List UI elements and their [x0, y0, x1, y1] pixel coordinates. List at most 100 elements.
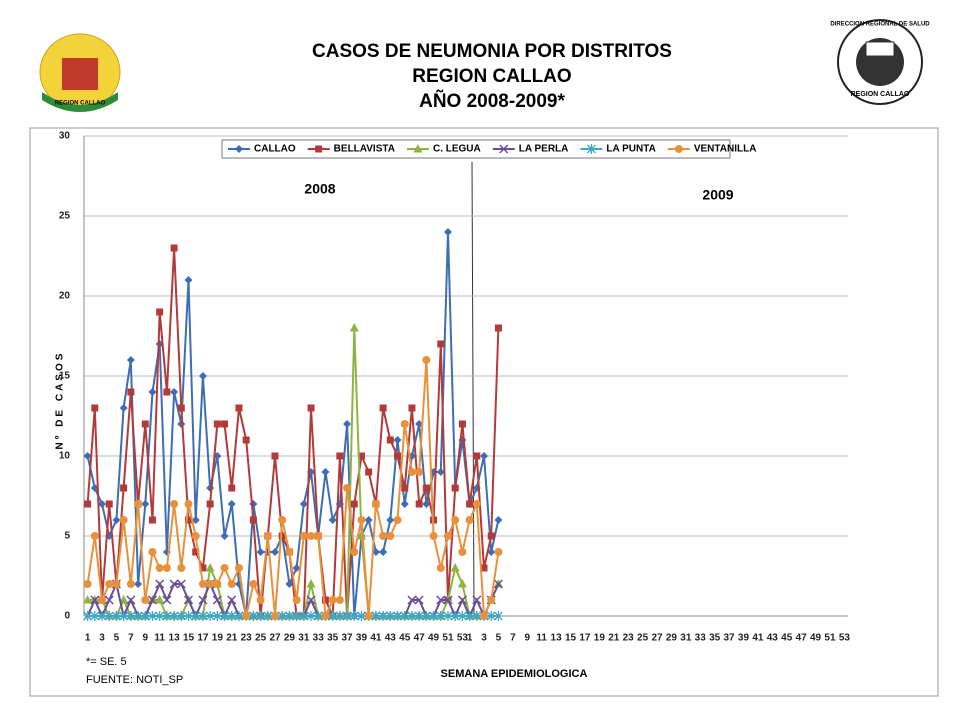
x-tick-label: 37: [342, 633, 354, 644]
marker: [84, 500, 92, 508]
x-tick-label: 23: [241, 633, 253, 644]
marker: [256, 548, 265, 556]
marker: [400, 420, 409, 428]
marker: [83, 580, 92, 588]
marker: [141, 596, 150, 604]
marker: [242, 612, 251, 620]
marker: [499, 144, 509, 154]
x-tick-label: 15: [183, 633, 195, 644]
logo-text: REGION CALLAO: [851, 91, 910, 98]
marker: [349, 323, 359, 332]
logo-text: REGION CALLAO: [55, 101, 106, 107]
marker: [415, 468, 424, 476]
marker: [227, 580, 236, 588]
marker: [119, 611, 129, 621]
x-axis-label: SEMANA EPIDEMIOLOGICA: [441, 668, 588, 680]
marker: [220, 564, 229, 572]
x-tick-label: 1: [85, 633, 91, 644]
marker: [436, 564, 445, 572]
marker: [184, 611, 193, 621]
marker: [176, 611, 186, 621]
marker: [437, 340, 445, 348]
marker: [436, 468, 445, 476]
marker: [386, 516, 395, 524]
marker: [379, 532, 388, 540]
marker: [90, 532, 99, 540]
marker: [227, 500, 236, 508]
marker: [155, 611, 165, 621]
x-tick-label: 53: [839, 633, 851, 644]
x-tick-label: 31: [298, 633, 310, 644]
marker: [379, 548, 388, 556]
chart-title: AÑO 2008-2009*: [419, 90, 565, 112]
marker: [83, 611, 93, 621]
x-tick-label: 51: [824, 633, 836, 644]
marker: [242, 436, 250, 444]
marker: [414, 611, 424, 621]
marker: [248, 611, 258, 621]
marker: [335, 611, 345, 621]
logo-text: DIRECCION REGIONAL DE SALUD: [830, 22, 930, 28]
marker: [465, 611, 475, 621]
marker: [450, 611, 460, 621]
marker: [227, 611, 237, 621]
marker: [357, 516, 366, 524]
marker: [414, 595, 424, 605]
x-tick-label: 45: [399, 633, 411, 644]
marker: [234, 564, 243, 572]
marker: [162, 595, 172, 605]
marker: [104, 611, 114, 621]
series: [83, 228, 503, 620]
marker: [480, 564, 488, 572]
x-tick-label: 17: [197, 633, 209, 644]
marker: [198, 595, 208, 605]
frame: [29, 127, 939, 697]
y-axis-label: Nº DE CASOS: [55, 351, 66, 450]
marker: [385, 611, 395, 621]
x-tick-label: 43: [385, 633, 397, 644]
marker: [393, 436, 402, 444]
marker: [299, 611, 309, 621]
y-tick-label: 15: [59, 371, 71, 382]
marker: [400, 500, 409, 508]
marker: [413, 144, 423, 153]
marker: [83, 595, 93, 604]
marker: [386, 532, 395, 540]
marker: [249, 516, 257, 524]
marker: [212, 611, 222, 621]
footnote: FUENTE: NOTI_SP: [86, 674, 183, 686]
series: [83, 356, 503, 620]
marker: [407, 611, 417, 621]
marker: [328, 611, 338, 621]
marker: [163, 388, 171, 396]
marker: [400, 611, 410, 621]
marker: [263, 532, 272, 540]
marker: [198, 611, 208, 621]
marker: [343, 420, 352, 428]
marker: [156, 308, 164, 316]
marker: [378, 611, 388, 621]
marker: [394, 452, 402, 460]
marker: [315, 145, 323, 153]
logo-left: [39, 33, 121, 112]
marker: [466, 500, 474, 508]
x-tick-label: 19: [212, 633, 224, 644]
legend-label: LA PERLA: [519, 144, 569, 155]
x-tick-label: 15: [565, 633, 577, 644]
marker: [90, 595, 100, 605]
marker: [336, 452, 344, 460]
x-tick-label: 51: [442, 633, 454, 644]
marker: [328, 596, 337, 604]
legend: CALLAO BELLAVISTA C. LEGUA LA PERLA LA PUNTA…: [221, 139, 756, 159]
x-tick-label: 25: [637, 633, 649, 644]
marker: [256, 611, 266, 621]
marker: [306, 579, 316, 588]
marker: [429, 532, 438, 540]
marker: [206, 484, 215, 492]
legend-label: CALLAO: [254, 144, 296, 155]
x-tick-label: 43: [767, 633, 779, 644]
marker: [674, 145, 683, 153]
x-tick-label: 47: [414, 633, 426, 644]
marker: [140, 611, 150, 621]
marker: [235, 145, 243, 153]
